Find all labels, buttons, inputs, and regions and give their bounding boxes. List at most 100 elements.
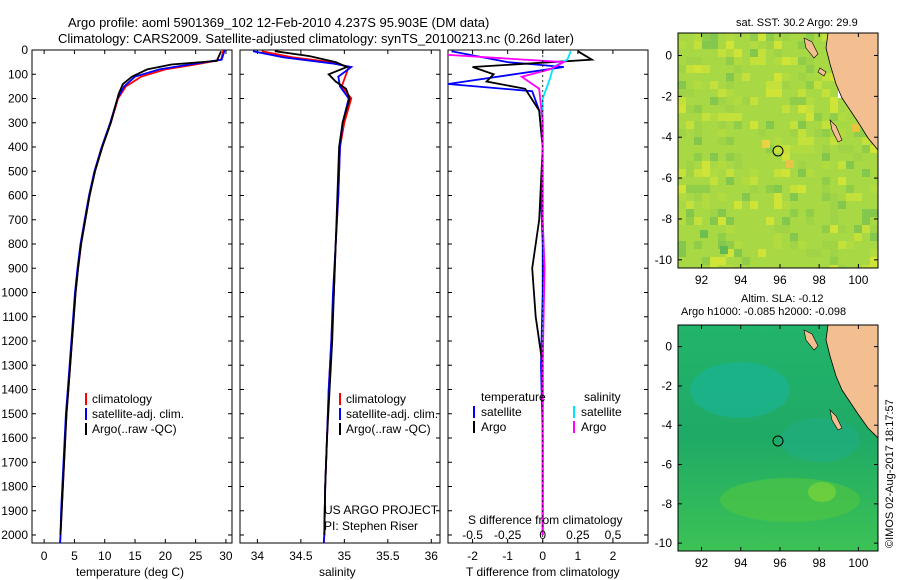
sst-cell xyxy=(862,145,870,153)
sst-cell xyxy=(678,81,686,89)
sst-cell xyxy=(750,129,758,137)
sst-cell xyxy=(758,129,766,137)
sst-cell xyxy=(798,257,806,265)
sst-cell xyxy=(718,161,726,169)
map-y-tick-label: 0 xyxy=(665,340,672,354)
sst-cell xyxy=(694,265,702,268)
sst-cell xyxy=(734,249,742,257)
sst-cell xyxy=(702,193,710,201)
sst-cell xyxy=(678,105,686,113)
sst-cell xyxy=(862,257,870,265)
map-y-tick-label: -4 xyxy=(661,418,672,432)
sst-cell xyxy=(734,217,742,225)
map-y-tick-label: -2 xyxy=(661,89,672,103)
x-tick-label: 0 xyxy=(41,549,48,563)
sst-cell xyxy=(822,169,830,177)
sst-cell xyxy=(774,185,782,193)
sst-cell xyxy=(710,265,718,268)
sst-cell xyxy=(822,185,830,193)
sst-cell xyxy=(718,89,726,97)
x-tick-label: 34 xyxy=(251,549,265,563)
island xyxy=(803,329,819,351)
series-salinity-satellite xyxy=(541,50,572,535)
sst-cell xyxy=(686,121,694,129)
sst-cell xyxy=(686,233,694,241)
sst-cell xyxy=(694,185,702,193)
sst-cell xyxy=(678,169,686,177)
sst-cell xyxy=(798,161,806,169)
s-tick-label: 0.5 xyxy=(605,528,622,542)
sst-cell xyxy=(742,113,750,121)
sst-cell xyxy=(718,193,726,201)
sst-cell xyxy=(822,153,830,161)
sst-cell xyxy=(710,225,718,233)
sst-cell xyxy=(742,121,750,129)
sst-cell xyxy=(718,129,726,137)
sst-cell xyxy=(870,265,878,268)
sst-cell xyxy=(742,177,750,185)
sst-cell xyxy=(702,201,710,209)
sst-cell xyxy=(854,153,862,161)
depth-tick-label: 1700 xyxy=(1,455,28,469)
map-x-tick-label: 100 xyxy=(848,273,868,287)
sst-cell xyxy=(734,57,742,65)
sst-cell xyxy=(822,89,830,97)
sst-cell xyxy=(726,217,734,225)
salinity-series-group xyxy=(252,50,354,543)
s-tick-label: -0.5 xyxy=(462,528,483,542)
legend-title-salinity: salinity xyxy=(584,390,621,404)
sst-cell xyxy=(766,169,774,177)
sst-cell xyxy=(686,65,694,73)
sst-cell xyxy=(734,129,742,137)
sst-cell xyxy=(710,81,718,89)
sst-cell xyxy=(798,97,806,105)
depth-tick-label: 600 xyxy=(8,189,28,203)
difference-legend: temperature salinity satellite Argo sate… xyxy=(468,390,623,527)
sst-cell xyxy=(700,230,708,238)
argo-float-marker xyxy=(772,145,784,157)
sst-cell xyxy=(702,241,710,249)
map-x-tick-label: 94 xyxy=(734,273,748,287)
legend-label-argo: Argo(..raw -QC) xyxy=(346,422,431,436)
sst-cell xyxy=(678,185,686,193)
sst-cell xyxy=(750,49,758,57)
series-argo-raw-qc- xyxy=(59,50,222,536)
x-tick-label: 20 xyxy=(159,549,173,563)
depth-tick-label: 2000 xyxy=(1,528,28,542)
sst-cell xyxy=(774,225,782,233)
sst-cell xyxy=(838,161,846,169)
series-satellite-adj-clim- xyxy=(59,50,226,543)
sst-cell xyxy=(694,121,702,129)
sst-cell xyxy=(686,161,694,169)
sst-cell xyxy=(774,57,782,65)
sst-cell xyxy=(694,105,702,113)
sst-cell xyxy=(726,113,734,121)
x-tick-label: 2 xyxy=(610,549,617,563)
legend-title-temperature: temperature xyxy=(481,390,546,404)
sst-cell xyxy=(790,185,798,193)
sst-cell xyxy=(694,81,702,89)
sst-cell xyxy=(702,65,710,73)
depth-tick-label: 100 xyxy=(8,67,28,81)
series-climatology xyxy=(261,50,353,543)
sla-anomaly xyxy=(808,482,836,502)
sst-cell xyxy=(750,121,758,129)
sst-cell xyxy=(718,265,726,268)
sst-cell xyxy=(774,49,782,57)
sst-cell xyxy=(726,265,734,268)
x-tick-label: 1 xyxy=(574,549,581,563)
sst-cell xyxy=(838,137,846,145)
map-x-tick-label: 94 xyxy=(734,556,748,570)
sst-cell xyxy=(830,137,838,145)
sst-cell xyxy=(734,121,742,129)
sst-cell xyxy=(830,97,838,105)
s-tick-label: 0.25 xyxy=(566,528,590,542)
sst-cell xyxy=(782,153,790,161)
sst-cell xyxy=(694,217,702,225)
map-y-tick-label: -2 xyxy=(661,379,672,393)
sst-cell xyxy=(678,193,686,201)
depth-tick-label: 700 xyxy=(8,213,28,227)
sst-cell xyxy=(718,137,726,145)
sst-cell xyxy=(710,217,718,225)
map-y-tick-label: -10 xyxy=(655,536,673,550)
